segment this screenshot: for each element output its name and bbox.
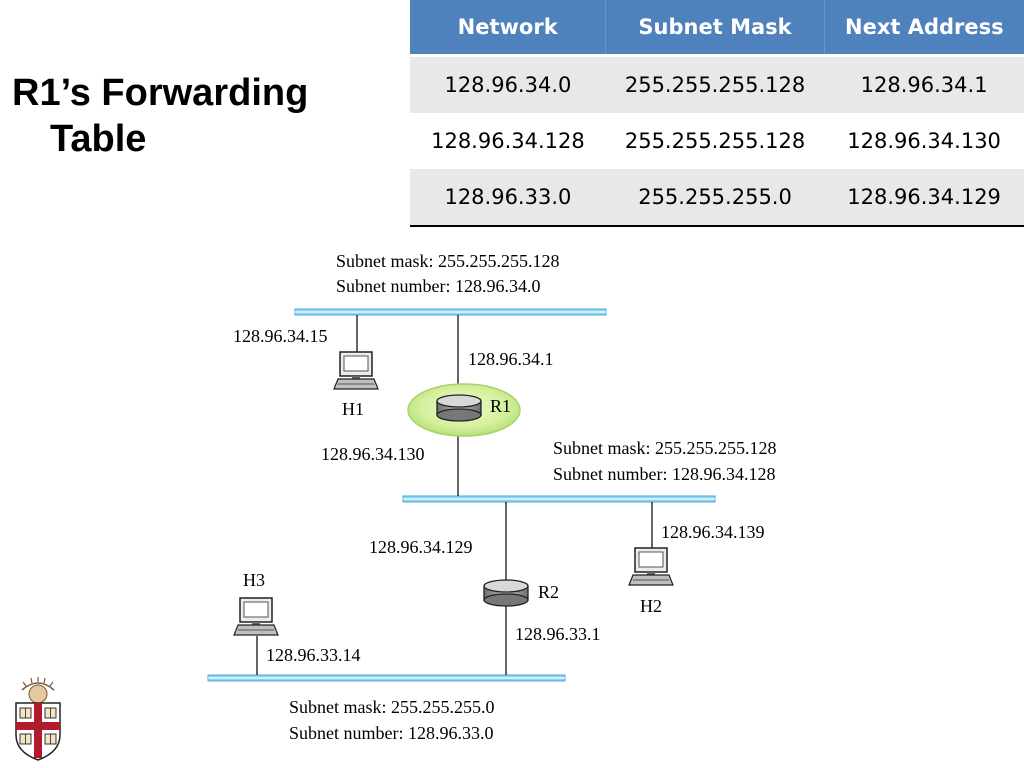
r2-ip-mid: 128.96.34.129 xyxy=(369,537,473,557)
column-header-subnet-mask: Subnet Mask xyxy=(605,0,825,57)
column-header-next-address: Next Address xyxy=(823,0,1024,57)
table-row: 128.96.34.128 255.255.255.128 128.96.34.… xyxy=(410,113,1024,169)
subnet-mask-top: Subnet mask: 255.255.255.128 xyxy=(336,251,560,271)
title-line-1: R1’s Forwarding xyxy=(12,72,309,114)
table-cell-next-address: 128.96.34.130 xyxy=(824,113,1024,169)
table-cell-subnet-mask: 255.255.255.128 xyxy=(605,55,825,113)
h3-label: H3 xyxy=(243,570,265,590)
forwarding-table: Network Subnet Mask Next Address 128.96.… xyxy=(410,0,1024,227)
table-cell-next-address: 128.96.34.129 xyxy=(824,169,1024,226)
r1-label: R1 xyxy=(490,396,511,416)
university-shield-logo xyxy=(15,677,61,761)
table-cell-network: 128.96.34.0 xyxy=(410,55,606,113)
table-cell-next-address: 128.96.34.1 xyxy=(824,55,1024,113)
column-header-network: Network xyxy=(410,0,606,57)
r1-ip-top: 128.96.34.1 xyxy=(468,349,554,369)
title-line-2: Table xyxy=(50,118,147,160)
table-cell-network: 128.96.34.128 xyxy=(410,113,606,169)
table-cell-network: 128.96.33.0 xyxy=(410,169,606,226)
h2-ip: 128.96.34.139 xyxy=(661,522,765,542)
h2-label: H2 xyxy=(640,596,662,616)
ethernet-segment-top xyxy=(294,308,607,316)
subnet-number-middle: Subnet number: 128.96.34.128 xyxy=(553,464,776,484)
table-cell-subnet-mask: 255.255.255.0 xyxy=(605,169,825,226)
r2-label: R2 xyxy=(538,582,559,602)
table-cell-subnet-mask: 255.255.255.128 xyxy=(605,113,825,169)
subnet-number-top: Subnet number: 128.96.34.0 xyxy=(336,276,541,296)
ethernet-segment-middle xyxy=(402,495,716,503)
subnet-mask-middle: Subnet mask: 255.255.255.128 xyxy=(553,438,777,458)
r1-ip-mid: 128.96.34.130 xyxy=(321,444,425,464)
computer-icon xyxy=(233,597,279,636)
router-icon xyxy=(436,394,482,422)
computer-icon xyxy=(628,547,674,586)
computer-icon xyxy=(333,351,379,390)
router-icon xyxy=(483,579,529,607)
table-row: 128.96.33.0 255.255.255.0 128.96.34.129 xyxy=(410,169,1024,226)
slide-title: R1’s Forwarding Table xyxy=(12,70,308,162)
subnet-number-bottom: Subnet number: 128.96.33.0 xyxy=(289,723,494,743)
subnet-mask-bottom: Subnet mask: 255.255.255.0 xyxy=(289,697,495,717)
r2-ip-bottom: 128.96.33.1 xyxy=(515,624,601,644)
table-row: 128.96.34.0 255.255.255.128 128.96.34.1 xyxy=(410,55,1024,113)
ethernet-segment-bottom xyxy=(207,674,566,682)
h3-ip: 128.96.33.14 xyxy=(266,645,361,665)
h1-ip: 128.96.34.15 xyxy=(233,326,328,346)
table-header-row: Network Subnet Mask Next Address xyxy=(410,0,1024,57)
h1-label: H1 xyxy=(342,399,364,419)
